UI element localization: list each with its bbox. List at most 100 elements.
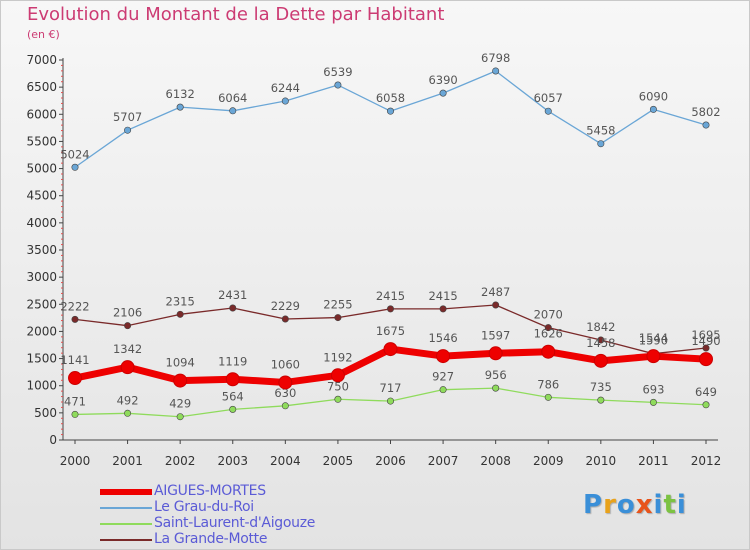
y-tick-label: 6000 — [26, 107, 57, 121]
data-point — [702, 401, 710, 409]
data-label: 1842 — [586, 320, 615, 334]
data-label: 2315 — [166, 294, 195, 308]
data-label: 2106 — [113, 306, 142, 320]
data-point — [492, 301, 500, 309]
proxiti-logo: Proxiti — [583, 490, 687, 520]
data-label: 717 — [380, 381, 402, 395]
legend-swatch-aigues-mortes — [100, 489, 152, 495]
data-point — [386, 397, 394, 405]
data-point — [120, 360, 135, 375]
data-point — [597, 140, 605, 148]
data-label: 2070 — [534, 308, 563, 322]
data-label: 1626 — [534, 327, 563, 341]
data-point — [383, 342, 398, 357]
data-label: 1458 — [586, 336, 615, 350]
chart-subtitle: (en €) — [27, 28, 60, 41]
data-label: 471 — [64, 394, 86, 408]
data-point — [544, 393, 552, 401]
data-point — [173, 373, 188, 388]
data-point — [334, 314, 342, 322]
data-label: 6090 — [639, 89, 668, 103]
series-line — [74, 70, 707, 168]
data-label: 693 — [642, 382, 664, 396]
data-label: 5707 — [113, 110, 142, 124]
logo-letter: r — [603, 490, 617, 520]
data-label: 1141 — [60, 353, 89, 367]
data-point — [386, 107, 394, 115]
data-point — [124, 409, 132, 417]
data-point — [544, 324, 552, 332]
data-label: 735 — [590, 380, 612, 394]
data-point — [71, 163, 79, 171]
data-label: 6798 — [481, 51, 510, 65]
data-label: 564 — [222, 389, 244, 403]
x-tick-label: 2012 — [691, 454, 722, 468]
y-tick-label: 2000 — [26, 324, 57, 338]
legend-swatch-le-grau-du-roi — [100, 507, 152, 509]
y-tick-label: 4500 — [26, 189, 57, 203]
data-label: 1675 — [376, 324, 405, 338]
data-label: 630 — [274, 386, 296, 400]
data-label: 750 — [327, 379, 349, 393]
y-tick-label: 3500 — [26, 243, 57, 257]
data-point — [176, 310, 184, 318]
data-label: 2415 — [428, 289, 457, 303]
data-point — [334, 81, 342, 89]
x-tick-label: 2007 — [428, 454, 459, 468]
data-label: 5024 — [60, 147, 89, 161]
data-point — [71, 315, 79, 323]
y-tick-label: 6500 — [26, 80, 57, 94]
data-label: 5802 — [691, 105, 720, 119]
chart-title: Evolution du Montant de la Dette par Hab… — [27, 4, 445, 25]
data-label: 927 — [432, 370, 454, 384]
data-point — [702, 121, 710, 129]
legend-label-le-grau-du-roi: Le Grau-du-Roi — [154, 499, 254, 515]
y-tick-label: 5000 — [26, 162, 57, 176]
logo-letter: i — [676, 490, 687, 520]
data-point — [597, 396, 605, 404]
y-tick-label: 1000 — [26, 379, 57, 393]
data-label: 1490 — [691, 334, 720, 348]
data-label: 1695 — [691, 328, 720, 342]
data-point — [386, 305, 394, 313]
data-point — [541, 344, 556, 359]
logo-letter: o — [616, 490, 636, 520]
data-label: 2229 — [271, 299, 300, 313]
logo-letter: i — [653, 490, 664, 520]
data-label: 6390 — [428, 73, 457, 87]
data-point — [124, 322, 132, 330]
y-tick-label: 2500 — [26, 297, 57, 311]
x-tick-label: 2002 — [165, 454, 196, 468]
data-point — [439, 386, 447, 394]
x-tick-label: 2000 — [60, 454, 91, 468]
x-tick-label: 2005 — [323, 454, 354, 468]
data-point — [699, 352, 713, 367]
data-point — [436, 349, 451, 364]
y-tick-label: 4000 — [26, 216, 57, 230]
legend-label-aigues-mortes: AIGUES-MORTES — [154, 483, 266, 499]
x-tick-label: 2010 — [586, 454, 617, 468]
data-point — [229, 107, 237, 115]
data-label: 6058 — [376, 91, 405, 105]
data-label: 1119 — [218, 354, 247, 368]
data-point — [439, 89, 447, 97]
data-point — [702, 344, 710, 352]
data-label: 2222 — [60, 299, 89, 313]
data-label: 6132 — [166, 87, 195, 101]
legend-label-saint-laurent: Saint-Laurent-d'Aigouze — [154, 515, 316, 531]
data-point — [492, 384, 500, 392]
y-tick-label: 3000 — [26, 270, 57, 284]
legend-label-la-grande-motte: La Grande-Motte — [154, 531, 268, 547]
line-chart: 0 500 1000 1500 2000 2500 3000 3500 4000 4500 5000… — [26, 51, 722, 468]
legend-swatch-saint-laurent — [100, 523, 152, 525]
data-point — [281, 315, 289, 323]
x-tick-label: 2004 — [270, 454, 301, 468]
y-tick-label: 500 — [34, 406, 57, 420]
data-label: 6244 — [271, 81, 300, 95]
data-label: 2415 — [376, 289, 405, 303]
data-point — [646, 349, 661, 364]
y-tick-label: 0 — [49, 433, 57, 447]
data-point — [176, 413, 184, 421]
data-label: 492 — [117, 393, 139, 407]
